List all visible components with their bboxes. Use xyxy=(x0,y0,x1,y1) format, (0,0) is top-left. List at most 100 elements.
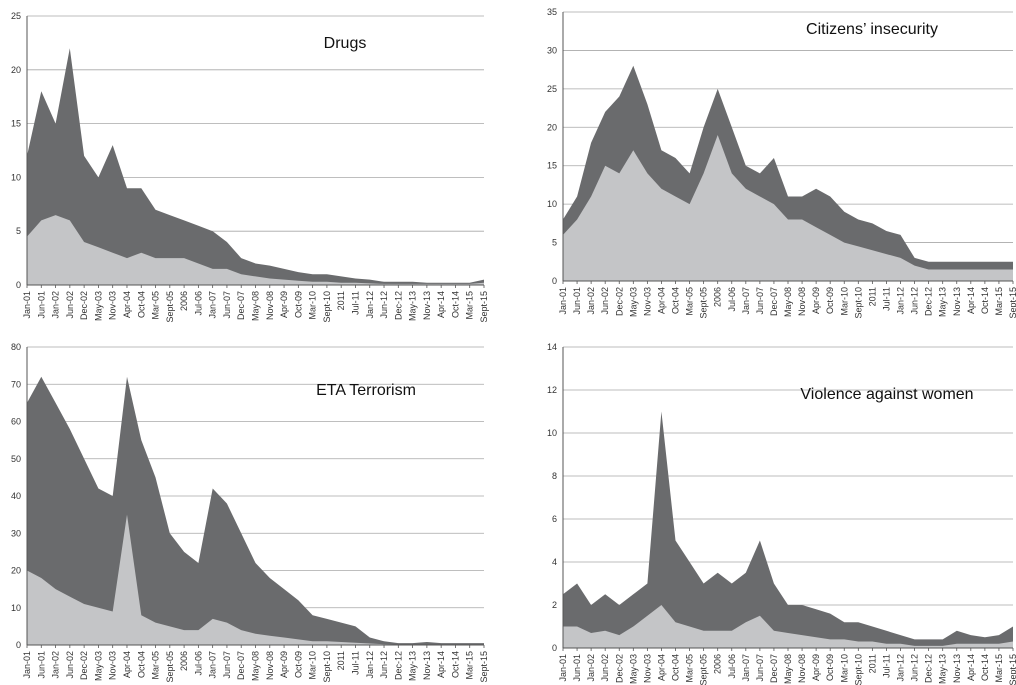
series-area-dark xyxy=(27,48,484,285)
chart-panel-3: 0 10 20 30 40 50 60 70 80 Jan-01 Jun-01 Jan-02 Jun-0… xyxy=(11,342,489,683)
x-tick-label: 2011 xyxy=(867,654,877,673)
x-tick-label: Mar-10 xyxy=(839,654,849,683)
y-tick-label: 40 xyxy=(11,491,21,501)
x-tick-label: Jan-12 xyxy=(365,651,375,679)
x-tick-label: Dec-07 xyxy=(769,654,779,683)
x-tick-label: Nov-08 xyxy=(797,287,807,316)
x-tick-label: Jan-02 xyxy=(51,291,61,319)
x-tick-label: Jan-01 xyxy=(558,287,568,315)
y-tick-label: 10 xyxy=(547,199,557,209)
x-tick-label: Apr-14 xyxy=(966,654,976,681)
x-tick-label: Jun-07 xyxy=(755,654,765,682)
x-tick-label: Jun-02 xyxy=(600,654,610,682)
x-tick-label: Apr-04 xyxy=(122,291,132,318)
x-tick-label: Nov-13 xyxy=(952,654,962,683)
x-tick-label: Apr-09 xyxy=(279,291,289,318)
x-tick-label: Oct-04 xyxy=(136,291,146,318)
x-tick-label: Jan-12 xyxy=(896,287,906,315)
x-tick-label: Apr-14 xyxy=(436,291,446,318)
chart-panel-4: 0 2 4 6 8 10 12 14 Jan-01 Jun-01 Jan-02 Jun-02 Dec-0… xyxy=(547,342,1016,685)
y-tick-label: 50 xyxy=(11,454,21,464)
x-tick-label: May-08 xyxy=(783,654,793,684)
x-tick-label: Jan-01 xyxy=(22,651,32,679)
x-tick-label: Jan-12 xyxy=(365,291,375,319)
y-tick-label: 14 xyxy=(547,342,557,352)
x-tick-label: Dec-12 xyxy=(924,287,934,316)
x-tick-label: May-13 xyxy=(938,287,948,317)
x-tick-label: May-03 xyxy=(93,291,103,321)
x-tick-label: Jan-12 xyxy=(896,654,906,682)
y-tick-label: 20 xyxy=(11,65,21,75)
x-tick-label: Jul-11 xyxy=(351,291,361,315)
x-tick-label: Jun-12 xyxy=(379,651,389,679)
y-tick-label: 70 xyxy=(11,379,21,389)
x-tick-label: Jul-06 xyxy=(193,651,203,676)
x-tick-label: Jan-01 xyxy=(558,654,568,682)
y-tick-label: 20 xyxy=(11,566,21,576)
y-tick-label: 25 xyxy=(547,84,557,94)
y-tick-label: 0 xyxy=(552,643,557,653)
y-tick-label: 35 xyxy=(547,7,557,17)
series-area-light xyxy=(27,215,484,285)
x-tick-label: Nov-03 xyxy=(108,651,118,680)
x-tick-label: Jan-02 xyxy=(51,651,61,679)
x-tick-label: Jun-01 xyxy=(572,287,582,315)
x-tick-label: Nov-13 xyxy=(422,651,432,680)
x-tick-label: Mar-15 xyxy=(994,287,1004,316)
x-tick-label: May-13 xyxy=(408,651,418,681)
x-tick-label: Dec-07 xyxy=(236,291,246,320)
y-tick-label: 60 xyxy=(11,417,21,427)
x-tick-label: Apr-04 xyxy=(656,654,666,681)
y-tick-label: 5 xyxy=(552,238,557,248)
x-tick-label: Mar-05 xyxy=(685,654,695,683)
y-tick-label: 15 xyxy=(11,119,21,129)
x-tick-label: Oct-04 xyxy=(671,654,681,681)
x-tick-label: May-08 xyxy=(783,287,793,317)
series-area-dark xyxy=(563,411,1013,648)
x-tick-label: Jul-11 xyxy=(881,654,891,678)
x-tick-label: Oct-04 xyxy=(671,287,681,314)
x-tick-label: Dec-02 xyxy=(614,654,624,683)
x-tick-label: Sept-05 xyxy=(699,287,709,319)
x-tick-label: Jun-12 xyxy=(910,654,920,682)
x-tick-label: Jun-02 xyxy=(65,291,75,319)
x-tick-label: Apr-09 xyxy=(811,287,821,314)
x-tick-label: Jun-12 xyxy=(379,291,389,319)
x-tick-label: Dec-12 xyxy=(393,291,403,320)
x-tick-label: Nov-13 xyxy=(952,287,962,316)
series-area-dark xyxy=(27,376,484,645)
x-tick-label: 2006 xyxy=(713,287,723,307)
x-tick-label: Dec-07 xyxy=(769,287,779,316)
chart-title: Drugs xyxy=(324,35,367,52)
x-tick-label: May-13 xyxy=(938,654,948,684)
y-tick-label: 6 xyxy=(552,514,557,524)
x-tick-label: Mar-05 xyxy=(151,291,161,320)
x-tick-label: Sept-15 xyxy=(1008,654,1016,685)
y-tick-label: 30 xyxy=(547,45,557,55)
x-tick-label: Jun-02 xyxy=(600,287,610,315)
x-tick-label: Oct-09 xyxy=(293,651,303,678)
x-tick-label: Mar-15 xyxy=(465,651,475,680)
x-tick-label: Jan-01 xyxy=(22,291,32,319)
x-tick-label: Sept-15 xyxy=(1008,287,1016,319)
x-tick-label: Jan-02 xyxy=(586,287,596,315)
x-tick-label: Oct-04 xyxy=(136,651,146,678)
x-tick-label: 2011 xyxy=(867,287,877,306)
x-tick-label: Oct-14 xyxy=(450,651,460,678)
x-tick-label: Sept-05 xyxy=(699,654,709,685)
y-tick-label: 10 xyxy=(547,428,557,438)
chart-title: ETA Terrorism xyxy=(316,382,416,399)
y-tick-label: 8 xyxy=(552,471,557,481)
y-tick-label: 25 xyxy=(11,11,21,21)
x-tick-label: Jul-06 xyxy=(727,654,737,679)
y-tick-label: 0 xyxy=(16,280,21,290)
x-tick-label: May-13 xyxy=(408,291,418,321)
x-tick-label: May-08 xyxy=(251,291,261,321)
y-tick-label: 10 xyxy=(11,172,21,182)
y-tick-label: 2 xyxy=(552,600,557,610)
x-tick-label: Jul-11 xyxy=(351,651,361,675)
x-tick-label: Jun-01 xyxy=(572,654,582,682)
x-tick-label: 2011 xyxy=(336,651,346,670)
x-tick-label: Jun-02 xyxy=(65,651,75,679)
